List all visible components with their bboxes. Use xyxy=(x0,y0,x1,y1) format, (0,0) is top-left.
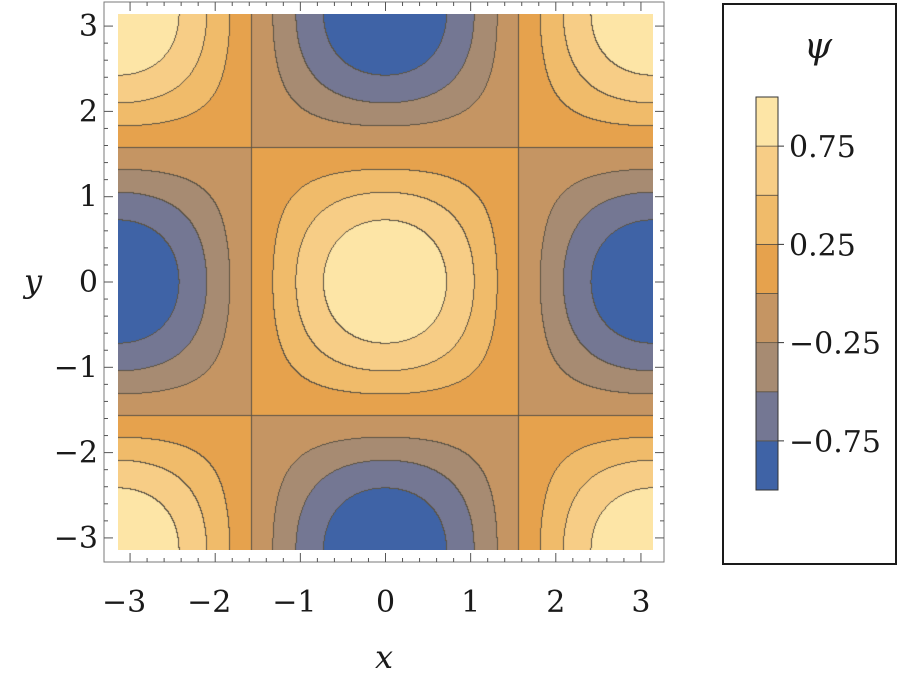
x-tick-label: 2 xyxy=(546,585,565,620)
legend: ψ 0.75 0.25 −0.25 −0.75 xyxy=(722,3,897,565)
x-axis: −3 −2 −1 0 1 2 3 xyxy=(102,2,650,620)
colorbar: 0.75 0.25 −0.25 −0.75 xyxy=(755,96,881,491)
x-tick-label: −1 xyxy=(272,585,316,620)
colorbar-band xyxy=(755,391,779,442)
colorbar-band xyxy=(755,145,779,196)
colorbar-frame xyxy=(755,96,779,491)
colorbar-band xyxy=(755,96,779,147)
colorbar-band xyxy=(755,342,779,393)
contour-fill xyxy=(118,14,653,550)
colorbar-tick-label: −0.75 xyxy=(789,425,881,460)
y-axis: −3 −2 −1 0 1 2 3 xyxy=(54,9,664,556)
colorbar-band xyxy=(755,243,779,294)
legend-title: ψ xyxy=(804,26,833,67)
y-tick-label: −2 xyxy=(54,436,98,471)
x-tick-label: 1 xyxy=(461,585,480,620)
y-tick-label: 0 xyxy=(79,265,98,300)
x-tick-label: 3 xyxy=(631,585,650,620)
x-axis-label: x xyxy=(375,638,393,676)
contour-plot-area xyxy=(118,14,653,550)
y-tick-label: −1 xyxy=(54,350,98,385)
x-tick-label: −2 xyxy=(187,585,231,620)
colorbar-band xyxy=(755,293,779,344)
y-axis-label: y xyxy=(22,262,43,300)
y-tick-label: 2 xyxy=(79,94,98,129)
colorbar-tick-label: 0.25 xyxy=(789,228,856,263)
legend-frame xyxy=(722,3,897,565)
colorbar-band xyxy=(755,194,779,245)
x-tick-label: 0 xyxy=(376,585,395,620)
colorbar-tick-label: 0.75 xyxy=(789,130,856,165)
colorbar-band xyxy=(755,440,779,491)
y-tick-label: −3 xyxy=(54,521,98,556)
y-tick-label: 1 xyxy=(79,180,98,215)
y-tick-label: 3 xyxy=(79,9,98,44)
colorbar-tick-label: −0.25 xyxy=(789,327,881,362)
x-tick-label: −3 xyxy=(102,585,146,620)
